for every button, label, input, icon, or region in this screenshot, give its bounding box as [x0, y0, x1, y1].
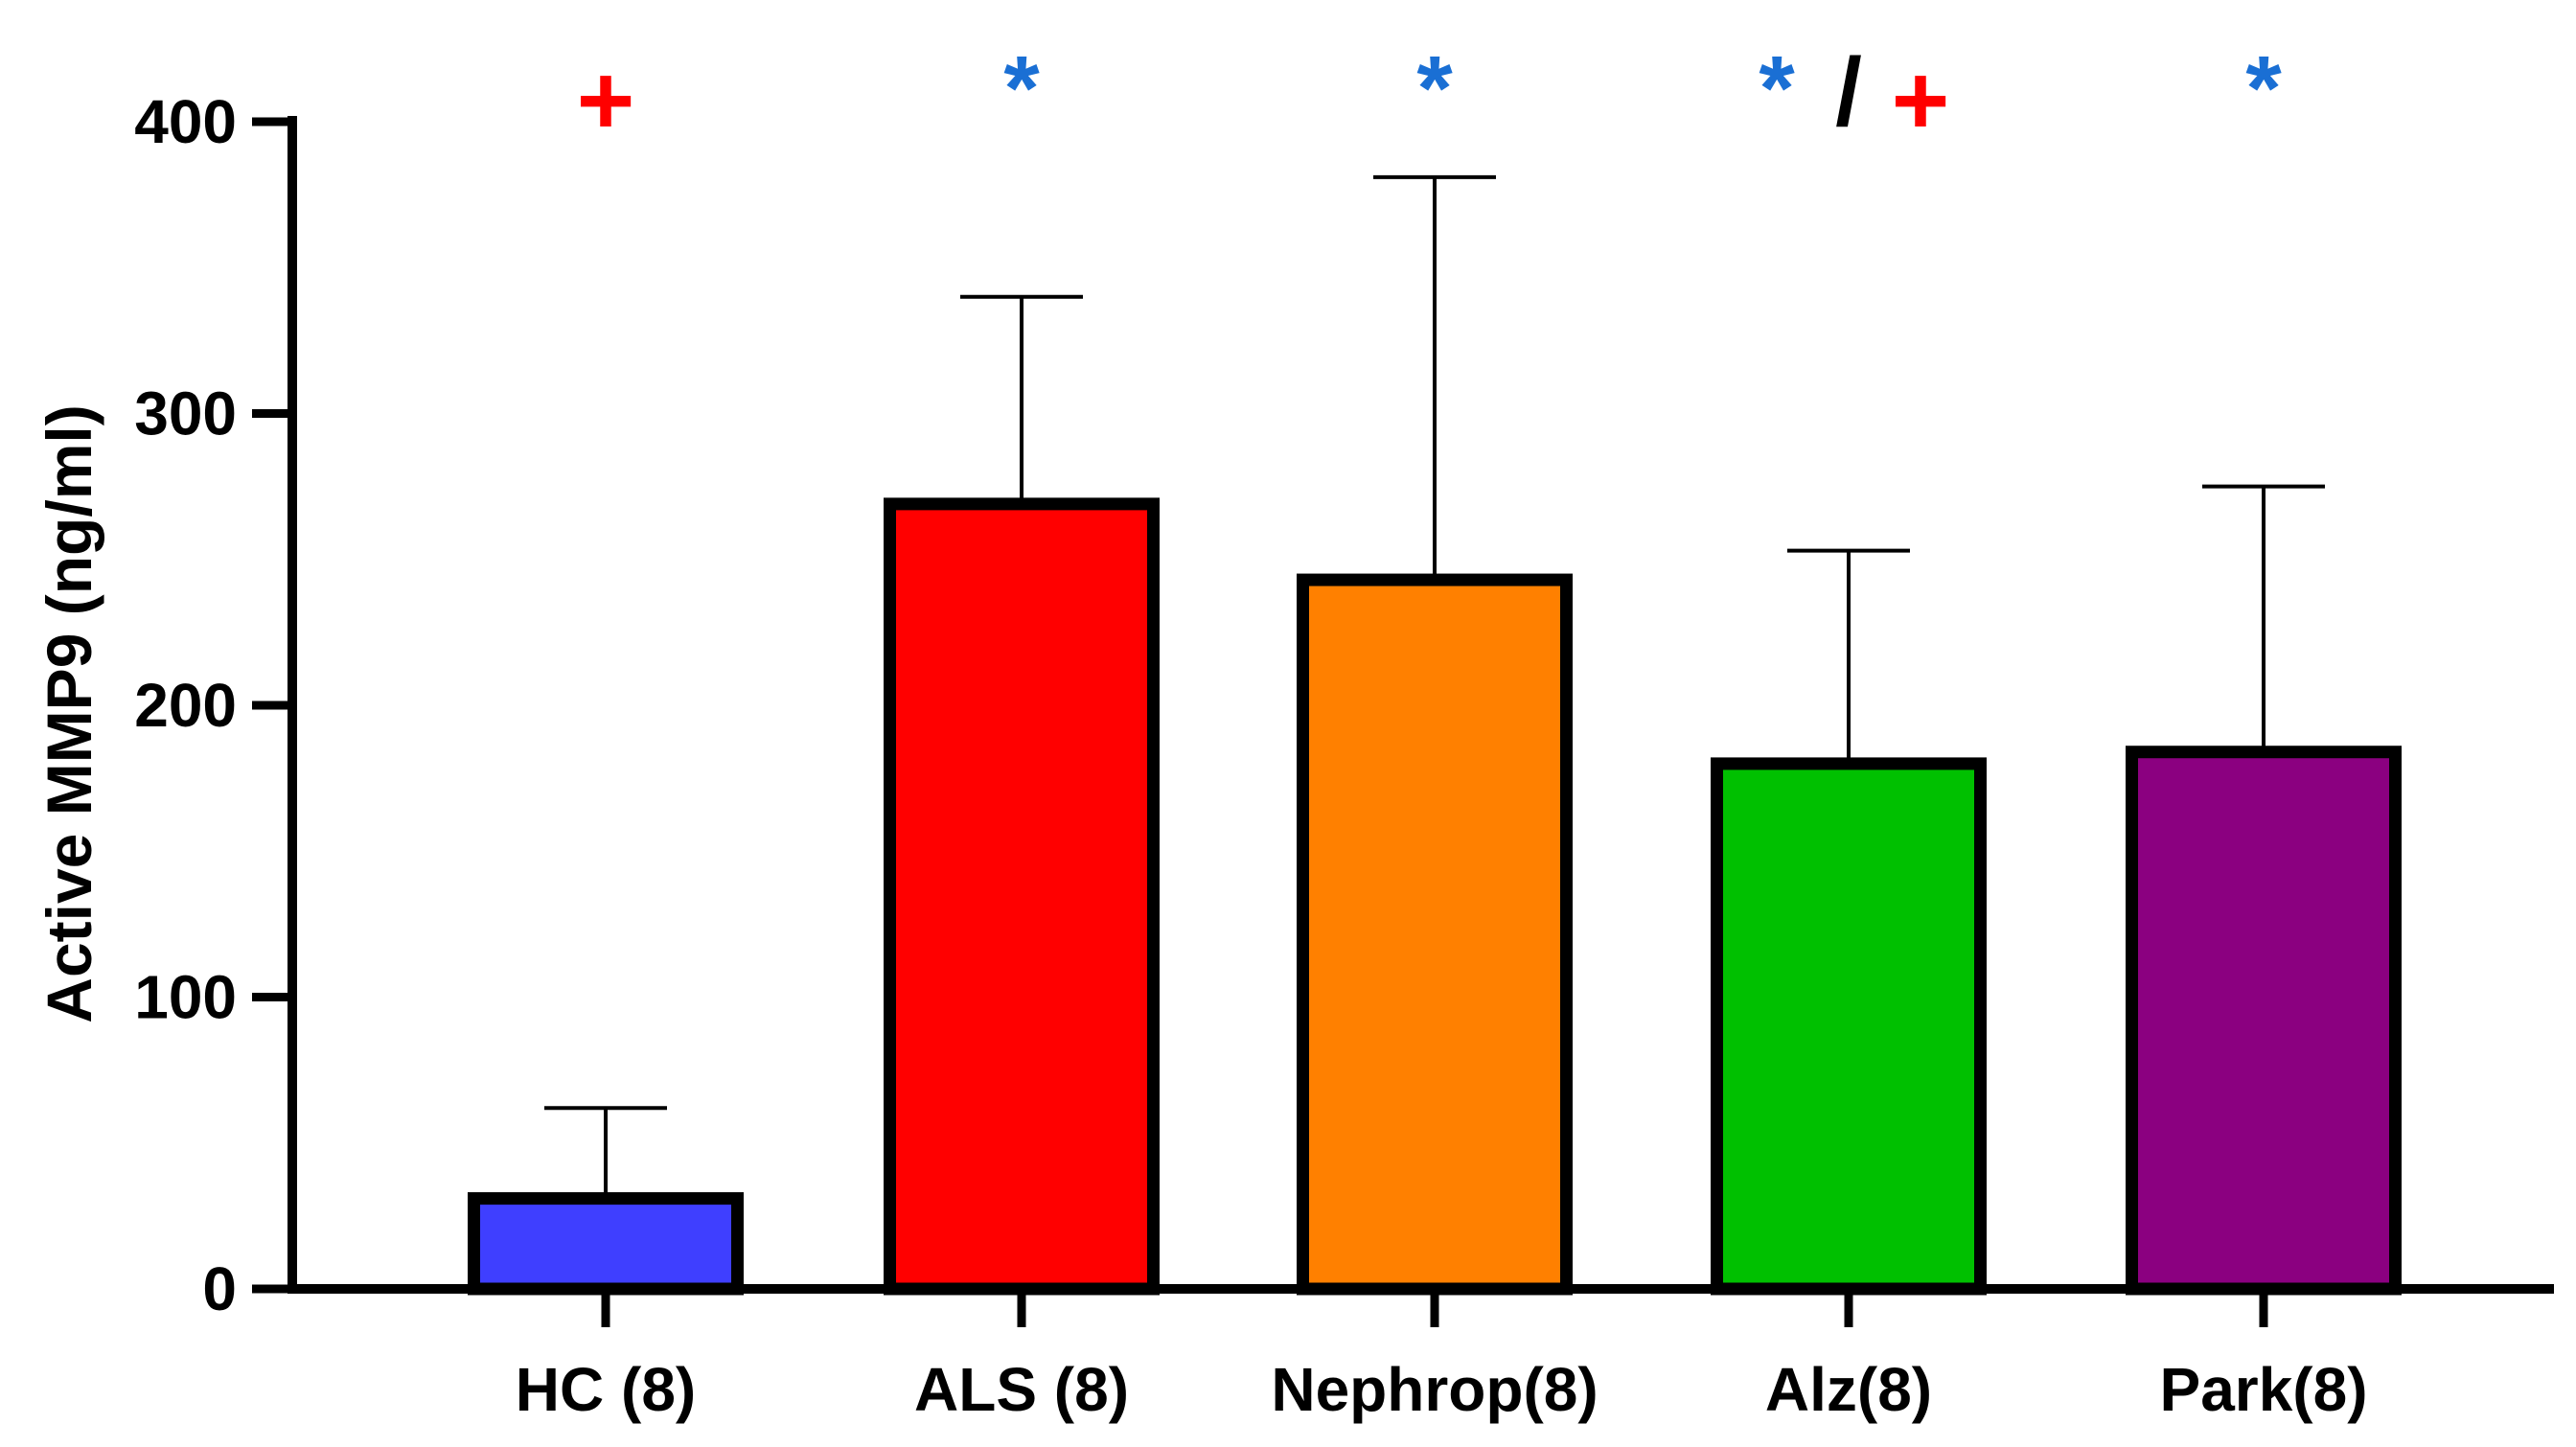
significance-mark: *: [1416, 37, 1453, 140]
bar: [2126, 746, 2402, 1296]
y-ticks-group: 0 100 200 300 400: [134, 87, 292, 1323]
x-tick-label: Park(8): [2160, 1355, 2368, 1424]
error-bars-group: [544, 174, 2325, 1199]
y-tick-label: 300: [134, 379, 237, 448]
x-tick-label: ALS (8): [914, 1355, 1129, 1424]
bars-group: [468, 497, 2402, 1296]
significance-mark: *: [1759, 37, 1795, 140]
bar: [468, 1192, 744, 1296]
y-axis-label: Active MMP9 (ng/ml): [34, 404, 104, 1022]
significance-mark: *: [1003, 37, 1040, 140]
x-tick-label: Nephrop(8): [1271, 1355, 1598, 1424]
bar: [1297, 573, 1573, 1296]
x-tick-label: Alz(8): [1765, 1355, 1932, 1424]
significance-mark: *: [2245, 37, 2282, 140]
x-ticks-group: HC (8) ALS (8) Nephrop(8) Alz(8) Park(8): [516, 1289, 2368, 1424]
y-tick-label: 200: [134, 671, 237, 740]
y-tick-label: 100: [134, 963, 237, 1032]
significance-mark: +: [577, 45, 635, 156]
significance-mark: /: [1835, 38, 1862, 146]
y-tick-label: 0: [202, 1254, 237, 1323]
x-tick-label: HC (8): [516, 1355, 696, 1424]
y-tick-label: 400: [134, 87, 237, 156]
significance-marks-group: + * * * / + *: [577, 37, 2283, 156]
y-axis-label-group: Active MMP9 (ng/ml): [34, 404, 104, 1022]
bar: [884, 497, 1160, 1296]
significance-mark: +: [1892, 45, 1950, 156]
bar: [1711, 757, 1987, 1296]
